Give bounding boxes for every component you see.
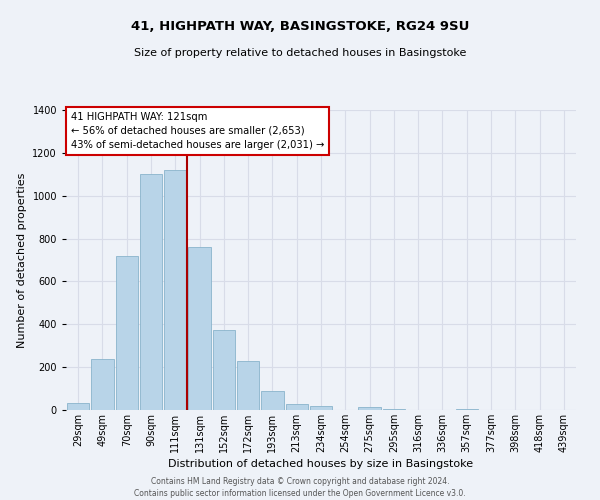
Text: Contains public sector information licensed under the Open Government Licence v3: Contains public sector information licen… bbox=[134, 488, 466, 498]
Bar bbox=[67, 402, 89, 410]
Bar bbox=[164, 170, 187, 410]
Text: Contains HM Land Registry data © Crown copyright and database right 2024.: Contains HM Land Registry data © Crown c… bbox=[151, 477, 449, 486]
Bar bbox=[358, 407, 381, 410]
X-axis label: Distribution of detached houses by size in Basingstoke: Distribution of detached houses by size … bbox=[169, 459, 473, 469]
Bar bbox=[91, 358, 113, 410]
Bar bbox=[237, 360, 259, 410]
Text: Size of property relative to detached houses in Basingstoke: Size of property relative to detached ho… bbox=[134, 48, 466, 58]
Y-axis label: Number of detached properties: Number of detached properties bbox=[17, 172, 27, 348]
Text: 41 HIGHPATH WAY: 121sqm
← 56% of detached houses are smaller (2,653)
43% of semi: 41 HIGHPATH WAY: 121sqm ← 56% of detache… bbox=[71, 112, 325, 150]
Bar bbox=[383, 409, 405, 410]
Bar bbox=[188, 247, 211, 410]
Text: 41, HIGHPATH WAY, BASINGSTOKE, RG24 9SU: 41, HIGHPATH WAY, BASINGSTOKE, RG24 9SU bbox=[131, 20, 469, 33]
Bar bbox=[140, 174, 162, 410]
Bar bbox=[310, 406, 332, 410]
Bar bbox=[116, 256, 138, 410]
Bar bbox=[261, 390, 284, 410]
Bar bbox=[286, 404, 308, 410]
Bar bbox=[455, 409, 478, 410]
Bar bbox=[212, 330, 235, 410]
